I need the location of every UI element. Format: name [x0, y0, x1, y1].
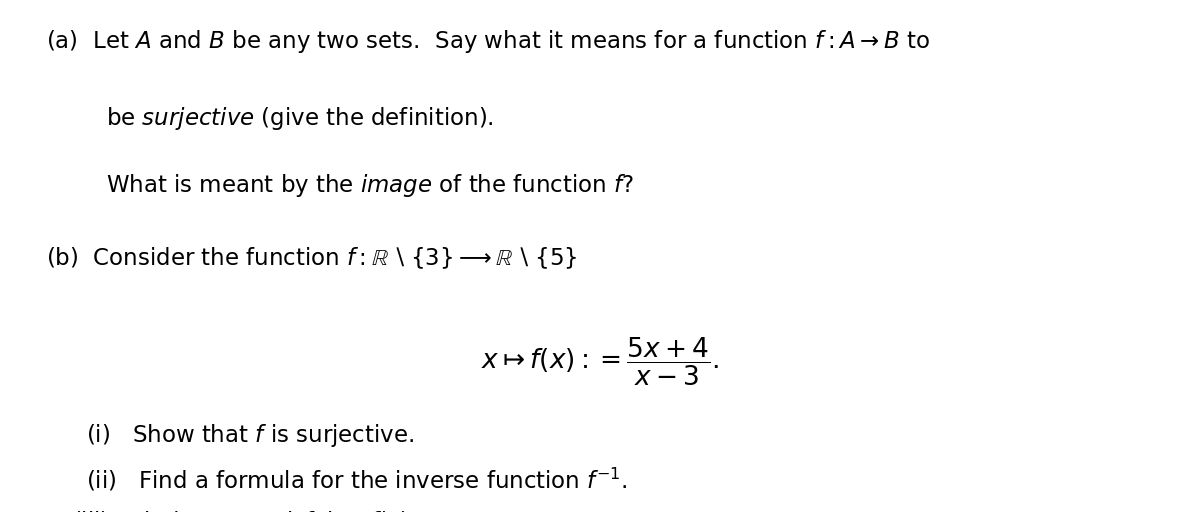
- Text: (i)   Show that $f$ is surjective.: (i) Show that $f$ is surjective.: [86, 422, 415, 450]
- Text: What is meant by the $\mathit{image}$ of the function $f$?: What is meant by the $\mathit{image}$ of…: [106, 172, 634, 199]
- Text: (iii)   Find $x \in \mathbb{R}$ satisfying $f(x) = 1$.: (iii) Find $x \in \mathbb{R}$ satisfying…: [72, 509, 458, 512]
- Text: (a)  Let $A$ and $B$ be any two sets.  Say what it means for a function $f : A \: (a) Let $A$ and $B$ be any two sets. Say…: [46, 28, 929, 55]
- Text: (ii)   Find a formula for the inverse function $f^{-1}$.: (ii) Find a formula for the inverse func…: [86, 466, 628, 493]
- Text: $x \mapsto f(x) := \dfrac{5x+4}{x-3}.$: $x \mapsto f(x) := \dfrac{5x+4}{x-3}.$: [481, 335, 719, 388]
- Text: be $\mathit{surjective}$ (give the definition).: be $\mathit{surjective}$ (give the defin…: [106, 105, 493, 132]
- Text: (b)  Consider the function $f : \mathbb{R} \setminus \{3\} \longrightarrow \math: (b) Consider the function $f : \mathbb{R…: [46, 246, 577, 271]
